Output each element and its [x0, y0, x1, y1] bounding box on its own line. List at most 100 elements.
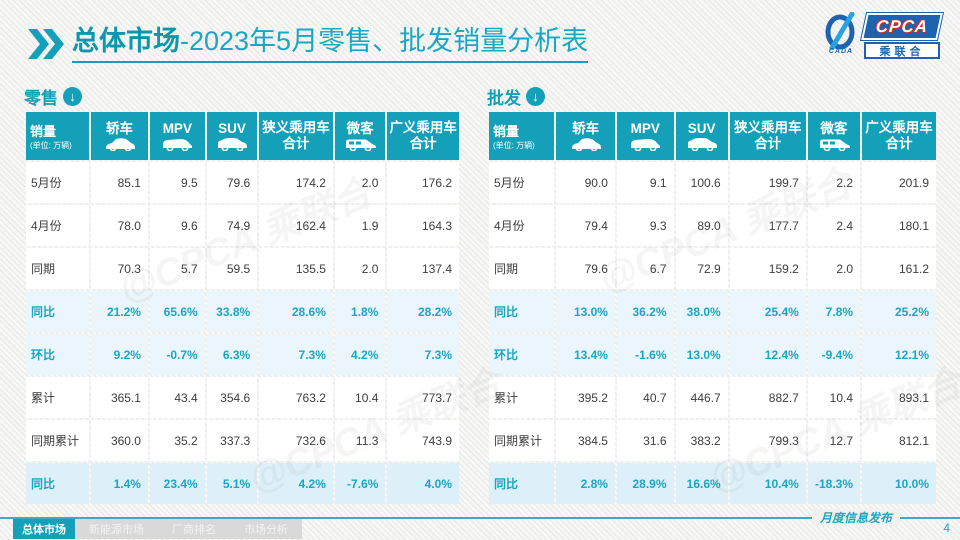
column-header-1: MPV — [149, 112, 205, 160]
table-cell: 773.7 — [387, 377, 459, 418]
table-cell: 10.0% — [862, 463, 936, 504]
table-cell: 201.9 — [862, 162, 936, 203]
table-cell: 23.4% — [149, 463, 205, 504]
table-cell: 4.2% — [259, 463, 333, 504]
table-cell: 21.2% — [91, 291, 148, 332]
table-cell: 74.9 — [206, 205, 258, 246]
retail-table: 销量 (单位: 万辆) 轿车 MPV SUV 狭义乘用车 合计 微客 广义乘用车 合计 5月份 8… — [24, 110, 461, 506]
table-cell: 28.9% — [616, 463, 674, 504]
table-cell: 7.3% — [387, 334, 459, 375]
table-cell: 31.6 — [616, 420, 674, 461]
table-cell: 90.0 — [556, 162, 615, 203]
table-cell: 446.7 — [675, 377, 728, 418]
row-label: 环比 — [489, 334, 555, 375]
column-header-3: 狭义乘用车 合计 — [729, 112, 806, 160]
column-header-0: 轿车 — [556, 112, 615, 160]
table-cell: 799.3 — [729, 420, 806, 461]
table-cell: 7.3% — [259, 334, 333, 375]
footer-tab-overall-market[interactable]: 总体市场 — [13, 519, 75, 539]
table-cell: 2.8% — [556, 463, 615, 504]
footer-tab-market-analysis[interactable]: 市场分析 — [244, 524, 288, 536]
table-cell: 9.5 — [149, 162, 205, 203]
row-label: 同比 — [489, 291, 555, 332]
table-cell: 13.4% — [556, 334, 615, 375]
table-cell: 1.9 — [334, 205, 386, 246]
cpca-chinese-name: 乘联合 — [864, 42, 940, 59]
double-chevron-icon — [28, 29, 64, 59]
table-cell: 79.6 — [206, 162, 258, 203]
column-header-5: 广义乘用车 合计 — [387, 112, 459, 160]
table-cell: 2.0 — [807, 248, 861, 289]
table-cell: 36.2% — [616, 291, 674, 332]
table-cell: 4.2% — [334, 334, 386, 375]
wholesale-panel: 批发 ↓ 销量 (单位: 万辆) 轿车 MPV SUV 狭义乘用车 合计 微客 广义乘用车 合… — [487, 84, 938, 506]
table-cell: 72.9 — [675, 248, 728, 289]
table-cell: 2.0 — [334, 248, 386, 289]
table-cell: 395.2 — [556, 377, 615, 418]
table-cell: 383.2 — [675, 420, 728, 461]
table-cell: -7.6% — [334, 463, 386, 504]
table-cell: -18.3% — [807, 463, 861, 504]
table-row: 同期累计 384.5 31.6 383.2 799.3 12.7 812.1 — [489, 420, 936, 461]
table-cell: 28.6% — [259, 291, 333, 332]
table-cell: 10.4 — [334, 377, 386, 418]
column-header-2: SUV — [675, 112, 728, 160]
column-header-4: 微客 — [807, 112, 861, 160]
table-cell: 100.6 — [675, 162, 728, 203]
table-cell: 893.1 — [862, 377, 936, 418]
table-cell: 78.0 — [91, 205, 148, 246]
footer-tab-oem-ranking[interactable]: 厂商排名 — [172, 524, 216, 536]
column-header-3: 狭义乘用车 合计 — [259, 112, 333, 160]
table-cell: 732.6 — [259, 420, 333, 461]
table-cell: 25.4% — [729, 291, 806, 332]
table-row: 同比 2.8% 28.9% 16.6% 10.4% -18.3% 10.0% — [489, 463, 936, 504]
microvan-icon — [808, 138, 860, 151]
table-cell: 743.9 — [387, 420, 459, 461]
mpv-car-icon — [617, 138, 674, 151]
table-cell: 7.8% — [807, 291, 861, 332]
cpca-logo: CADA CPCA 乘联合 — [822, 8, 944, 64]
table-cell: 9.1 — [616, 162, 674, 203]
table-row: 累计 365.1 43.4 354.6 763.2 10.4 773.7 — [26, 377, 459, 418]
table-cell: 12.7 — [807, 420, 861, 461]
row-label: 同期累计 — [489, 420, 555, 461]
table-row: 4月份 79.4 9.3 89.0 177.7 2.4 180.1 — [489, 205, 936, 246]
table-cell: -1.6% — [616, 334, 674, 375]
row-label: 5月份 — [489, 162, 555, 203]
table-cell: 2.0 — [334, 162, 386, 203]
page-number: 4 — [943, 521, 950, 535]
page-title-rest: -2023年5月零售、批发销量分析表 — [180, 26, 589, 56]
suv-car-icon — [207, 137, 258, 151]
table-cell: 33.8% — [206, 291, 258, 332]
mpv-car-icon — [150, 138, 205, 151]
table-cell: 763.2 — [259, 377, 333, 418]
table-row: 5月份 85.1 9.5 79.6 174.2 2.0 176.2 — [26, 162, 459, 203]
table-cell: 2.4 — [807, 205, 861, 246]
table-cell: 10.4 — [807, 377, 861, 418]
table-cell: 38.0% — [675, 291, 728, 332]
table-cell: 1.8% — [334, 291, 386, 332]
table-cell: 11.3 — [334, 420, 386, 461]
row-label: 同比 — [26, 463, 90, 504]
footer-divider — [0, 517, 960, 519]
table-cell: 12.1% — [862, 334, 936, 375]
table-row: 5月份 90.0 9.1 100.6 199.7 2.2 201.9 — [489, 162, 936, 203]
table-cell: 28.2% — [387, 291, 459, 332]
table-cell: -9.4% — [807, 334, 861, 375]
table-cell: 12.4% — [729, 334, 806, 375]
row-label: 4月份 — [489, 205, 555, 246]
column-header-sales: 销量 (单位: 万辆) — [489, 112, 555, 160]
row-label: 4月份 — [26, 205, 90, 246]
table-cell: 5.7 — [149, 248, 205, 289]
footer-tab-nev-market[interactable]: 新能源市场 — [89, 524, 144, 536]
table-cell: 337.3 — [206, 420, 258, 461]
table-cell: 9.3 — [616, 205, 674, 246]
table-row: 同期 70.3 5.7 59.5 135.5 2.0 137.4 — [26, 248, 459, 289]
slide-title-bar: 总体市场-2023年5月零售、批发销量分析表 — [28, 26, 589, 64]
column-header-5: 广义乘用车 合计 — [862, 112, 936, 160]
table-cell: 1.4% — [91, 463, 148, 504]
table-cell: 812.1 — [862, 420, 936, 461]
table-cell: 4.0% — [387, 463, 459, 504]
table-cell: 161.2 — [862, 248, 936, 289]
publication-label: 月度信息发布 — [811, 509, 900, 526]
